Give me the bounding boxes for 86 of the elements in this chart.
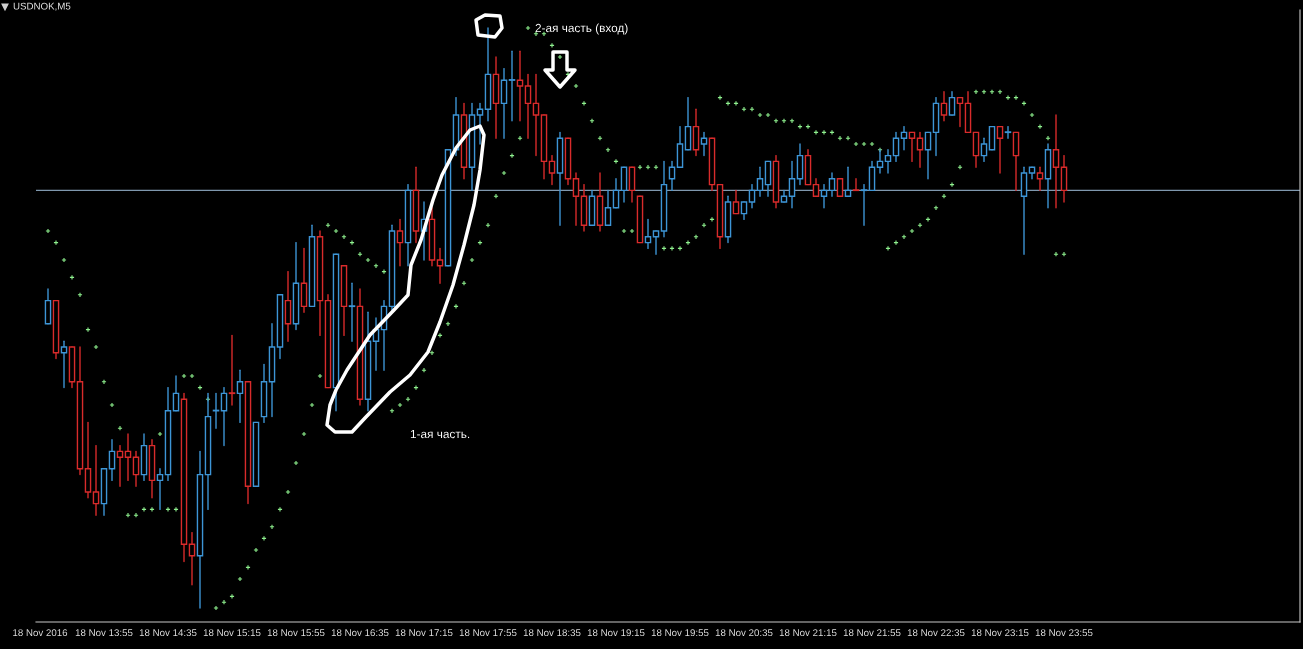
candlestick	[300, 247, 308, 313]
candlestick	[988, 125, 996, 151]
candlestick	[348, 282, 356, 342]
candlestick	[756, 166, 764, 197]
candlestick	[108, 439, 116, 482]
candlestick	[436, 247, 444, 284]
candlestick	[820, 183, 828, 209]
candlestick	[396, 218, 404, 267]
x-tick-label: 18 Nov 17:55	[459, 629, 517, 637]
candlestick	[644, 218, 652, 250]
x-tick-label: 18 Nov 21:15	[779, 629, 837, 637]
x-tick-label: 18 Nov 15:55	[267, 629, 325, 637]
candlestick	[604, 189, 612, 226]
candlestick	[788, 160, 796, 209]
chart-title: USDNOK,M5	[13, 2, 71, 11]
x-tick-label: 18 Nov 14:35	[139, 629, 197, 637]
x-tick-label: 18 Nov 13:55	[75, 629, 133, 637]
candlestick	[132, 450, 140, 487]
candlestick	[852, 178, 860, 192]
candlestick	[652, 230, 660, 255]
candlestick	[972, 131, 980, 168]
candlestick	[1060, 154, 1068, 203]
candlestick	[44, 288, 52, 325]
candlestick	[732, 189, 740, 215]
candlestick	[1036, 166, 1044, 192]
candlestick	[116, 444, 124, 487]
candlestick	[508, 50, 516, 122]
candlestick	[1020, 166, 1028, 255]
x-tick-label: 18 Nov 17:15	[395, 629, 453, 637]
candlestick	[516, 50, 524, 122]
x-tick-label: 18 Nov 2016	[13, 629, 68, 637]
x-tick-label: 18 Nov 19:55	[651, 629, 709, 637]
candlestick	[1012, 131, 1020, 192]
candlestick	[748, 183, 756, 209]
candlestick	[228, 334, 236, 406]
candlestick	[172, 375, 180, 412]
x-tick-label: 18 Nov 21:55	[843, 629, 901, 637]
candlestick	[924, 131, 932, 180]
candlestick	[1052, 114, 1060, 209]
candlestick	[980, 137, 988, 163]
candlestick	[892, 131, 900, 163]
candlestick	[500, 67, 508, 139]
candlestick	[692, 108, 700, 157]
candlestick	[828, 172, 836, 197]
x-tick-label: 18 Nov 16:35	[331, 629, 389, 637]
candlestick	[284, 270, 292, 342]
candlestick	[124, 433, 132, 482]
candlestick	[900, 125, 908, 151]
candlestick	[884, 149, 892, 174]
candlestick	[476, 102, 484, 145]
x-tick-label: 18 Nov 23:55	[1035, 629, 1093, 637]
candlestick	[620, 166, 628, 203]
candlestick	[676, 125, 684, 168]
candlestick	[156, 468, 164, 511]
candlestick	[700, 131, 708, 157]
annotation: 2-ая часть (вход)	[535, 23, 628, 35]
candlestick	[844, 166, 852, 197]
x-tick-label: 18 Nov 18:35	[523, 629, 581, 637]
candlestick	[524, 73, 532, 139]
x-tick-label: 18 Nov 22:35	[907, 629, 965, 637]
candlestick	[940, 91, 948, 122]
candlestick	[764, 160, 772, 197]
annotation: 1-ая часть.	[410, 429, 470, 439]
x-tick-label: 18 Nov 19:15	[587, 629, 645, 637]
candlestick	[532, 73, 540, 157]
candlestick	[628, 166, 636, 203]
candlestick	[220, 386, 228, 447]
candlestick	[92, 444, 100, 516]
candlestick	[572, 172, 580, 226]
candlestick	[948, 91, 956, 116]
x-tick-label: 18 Nov 15:15	[203, 629, 261, 637]
candlestick	[796, 143, 804, 186]
candlestick	[860, 183, 868, 226]
x-tick-label: 18 Nov 20:35	[715, 629, 773, 637]
candlestick	[612, 178, 620, 209]
candlestick	[996, 125, 1004, 174]
candlestick	[956, 96, 964, 128]
candlestick	[84, 421, 92, 499]
candlestick	[548, 154, 556, 186]
candlestick	[236, 369, 244, 424]
x-tick-label: 18 Nov 23:15	[971, 629, 1029, 637]
candlestick	[60, 340, 68, 389]
candlestick	[684, 96, 692, 151]
candlestick	[1004, 125, 1012, 139]
candlestick	[868, 160, 876, 192]
candlestick	[908, 131, 916, 163]
